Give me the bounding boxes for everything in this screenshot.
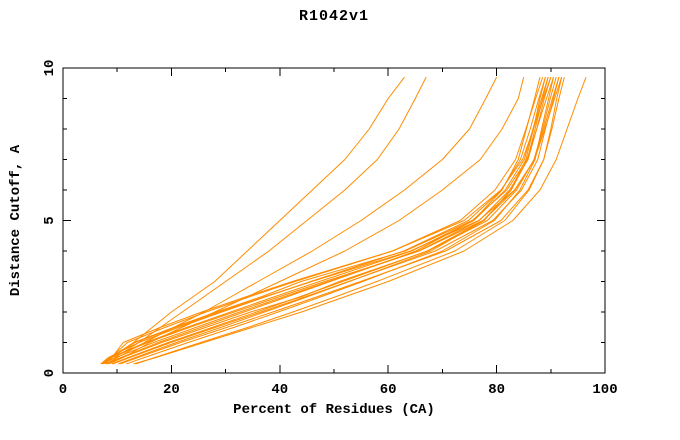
y-tick-label: 0 bbox=[42, 369, 58, 377]
model-curve-model-19 bbox=[106, 76, 498, 365]
model-curve-model-08 bbox=[100, 77, 546, 365]
model-curve-model-12 bbox=[118, 77, 546, 365]
model-curve-model-14 bbox=[101, 77, 549, 365]
x-tick-label: 20 bbox=[163, 382, 180, 398]
plot-frame bbox=[62, 67, 606, 374]
model-curve-model-03 bbox=[120, 77, 565, 365]
x-tick-label: 60 bbox=[380, 382, 397, 398]
model-curve-model-21 bbox=[133, 76, 587, 365]
model-curve-model-17 bbox=[100, 76, 405, 365]
model-curve-model-13 bbox=[105, 77, 541, 365]
x-axis-label: Percent of Residues (CA) bbox=[233, 402, 435, 418]
x-tick-label: 0 bbox=[59, 382, 67, 398]
y-axis-label: Distance Cutoff, A bbox=[8, 144, 24, 297]
model-curve-model-20 bbox=[108, 77, 525, 365]
model-curve-model-01 bbox=[135, 77, 563, 365]
y-tick-label: 10 bbox=[42, 60, 58, 77]
chart-title: R1042v1 bbox=[298, 8, 369, 25]
model-curve-model-18 bbox=[103, 76, 427, 365]
model-curve-model-05 bbox=[107, 77, 557, 365]
y-tick-label: 5 bbox=[42, 216, 58, 224]
x-tick-label: 80 bbox=[488, 382, 505, 398]
model-curve-model-16 bbox=[112, 77, 560, 365]
x-tick-label: 100 bbox=[592, 382, 617, 398]
x-tick-label: 40 bbox=[271, 382, 288, 398]
